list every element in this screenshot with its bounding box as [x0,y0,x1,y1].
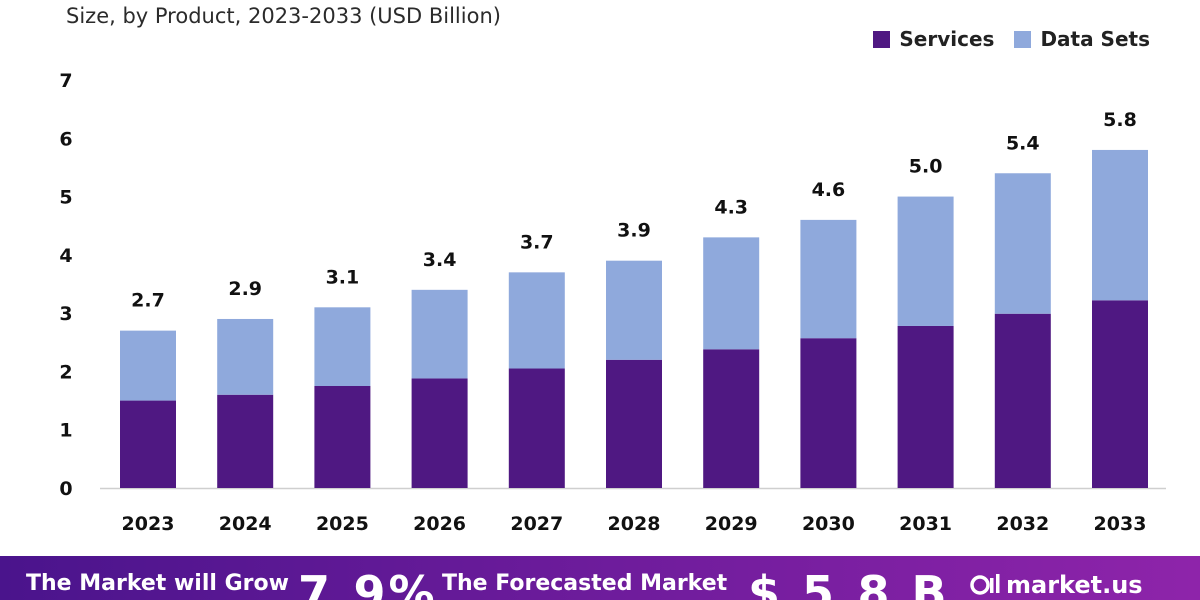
bar-data-sets [120,330,176,401]
bar-total-label: 3.7 [520,231,554,253]
bar-total-label: 4.6 [812,179,846,201]
bar-total-label: 5.8 [1103,109,1137,131]
chart-legend: Services Data Sets [873,27,1150,51]
y-tick-label: 3 [59,303,72,325]
x-tick-label: 2033 [1094,513,1147,535]
y-tick-label: 4 [59,245,72,267]
legend-label-data-sets: Data Sets [1040,27,1150,51]
x-tick-label: 2027 [510,513,563,535]
x-tick-label: 2032 [996,513,1049,535]
legend-label-services: Services [899,27,995,51]
bar-data-sets [217,318,274,395]
x-tick-label: 2031 [899,513,952,535]
bar-data-sets [800,219,857,339]
chart-subtitle: Size, by Product, 2023-2033 (USD Billion… [66,4,501,28]
y-tick-label: 0 [59,478,72,500]
bar-data-sets [703,237,760,350]
x-tick-label: 2030 [802,513,855,535]
bar-total-label: 3.1 [326,266,360,288]
bar-data-sets [897,196,954,326]
y-tick-label: 7 [59,70,72,92]
bar-services [411,378,468,488]
bar-total-label: 3.4 [423,249,457,271]
market-us-logo-icon [970,574,1000,595]
y-tick-label: 5 [59,187,72,209]
bar-services [800,338,857,488]
footer-banner: The Market will Grow 7.9% The Forecasted… [0,556,1200,600]
footer-cagr-value: 7.9% [298,566,438,600]
bar-services [703,349,760,488]
x-tick-label: 2029 [705,513,758,535]
bar-data-sets [508,272,565,369]
x-tick-label: 2028 [608,513,661,535]
bar-data-sets [606,260,662,360]
bar-services [314,386,371,488]
bar-data-sets [1092,149,1148,301]
legend-swatch-services [873,30,891,48]
legend-item-data-sets: Data Sets [1014,27,1150,51]
bar-services [508,368,565,488]
bar-total-label: 5.4 [1006,132,1040,154]
bar-total-label: 4.3 [714,196,748,218]
brand-name: market.us [1006,571,1143,599]
bar-services [120,400,176,488]
x-tick-label: 2023 [122,513,175,535]
bar-total-label: 5.0 [909,156,943,178]
bar-total-label: 2.9 [228,278,262,300]
footer-forecast-value: $ 5.8 B [748,566,950,600]
bar-services [897,325,954,488]
legend-item-services: Services [873,27,994,51]
bar-data-sets [314,307,371,386]
brand-logo: market.us [970,571,1143,599]
bar-services [994,313,1051,488]
y-tick-label: 1 [59,420,72,442]
bar-total-label: 3.9 [617,220,651,242]
x-tick-label: 2024 [219,513,272,535]
bar-data-sets [411,289,468,379]
y-tick-label: 6 [59,128,72,150]
x-tick-label: 2025 [316,513,369,535]
bar-data-sets [994,173,1051,314]
bar-services [217,394,274,488]
footer-forecast-label: The Forecasted Market [442,571,728,596]
bar-services [1092,300,1148,488]
bar-total-label: 2.7 [131,290,165,312]
footer-grow-label: The Market will Grow [26,571,289,596]
y-tick-label: 2 [59,361,72,383]
bar-services [606,359,662,488]
bar-chart: 0 1 2 3 4 5 6 7 2.7 2023 2.9 2024 3.1 2025 3.4 2026 3.7 2… [59,70,1166,535]
legend-swatch-data-sets [1014,30,1032,48]
x-tick-label: 2026 [413,513,466,535]
